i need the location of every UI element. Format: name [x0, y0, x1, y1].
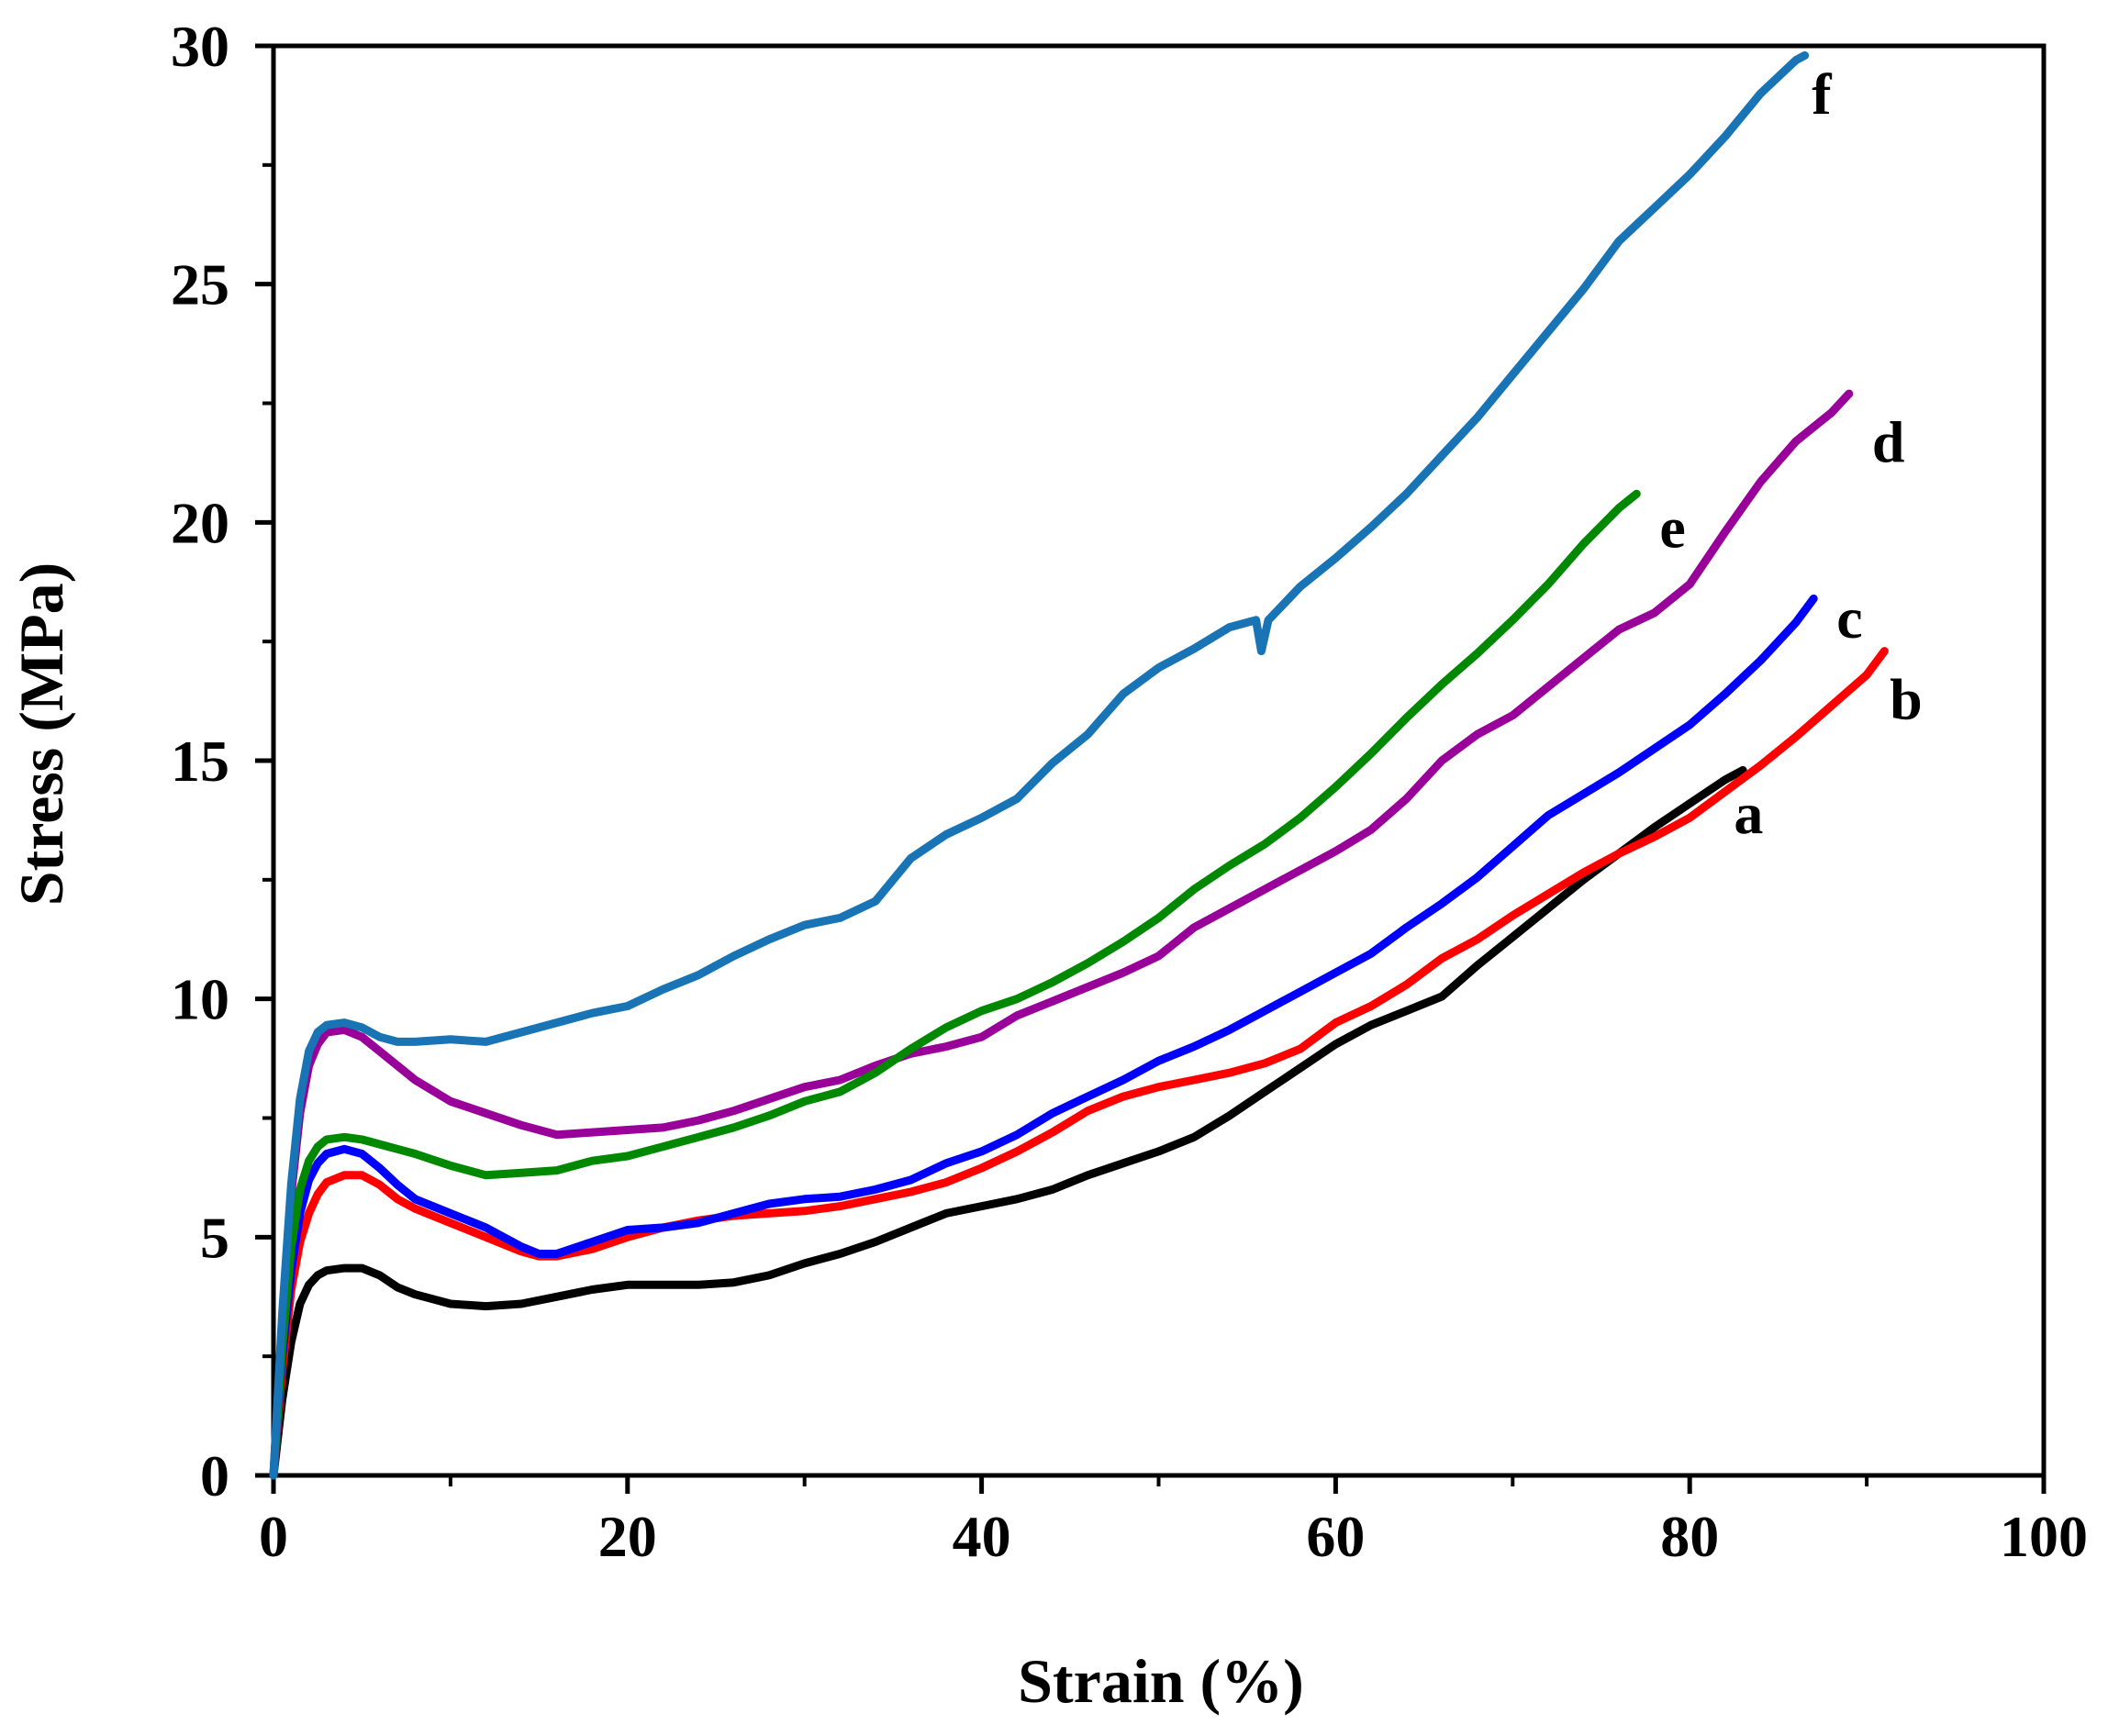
x-tick-label: 60 — [1306, 1504, 1365, 1569]
x-tick-label: 40 — [953, 1504, 1011, 1569]
series-line-e — [269, 489, 1641, 1480]
y-tick-label: 0 — [200, 1443, 229, 1508]
plot-frame — [271, 43, 2047, 1478]
series-layer — [269, 50, 1889, 1480]
y-tick-label: 30 — [171, 14, 229, 79]
series-line-c — [269, 594, 1818, 1480]
series-line-f — [269, 50, 1810, 1480]
series-label-a: a — [1734, 781, 1763, 846]
series-label-b: b — [1890, 666, 1923, 731]
x-axis-title: Strain (%) — [1018, 1646, 1304, 1716]
series-label-e: e — [1659, 495, 1685, 561]
series-label-d: d — [1872, 409, 1905, 474]
series-line-b — [269, 647, 1889, 1480]
y-tick-label: 25 — [171, 252, 229, 317]
plot-border — [271, 43, 2047, 1478]
x-axis-ticks: 0 20 40 60 80 100 — [259, 1475, 2088, 1569]
series-labels: a bc d e f — [1659, 61, 1922, 846]
x-tick-label: 80 — [1660, 1504, 1719, 1569]
x-tick-label: 20 — [598, 1504, 657, 1569]
y-tick-label: 20 — [171, 490, 229, 555]
series-label-c: c — [1836, 585, 1862, 651]
x-tick-label: 100 — [2000, 1504, 2088, 1569]
y-axis-ticks: 0 5 10 15 20 25 30 — [171, 14, 273, 1508]
series-label-f: f — [1812, 61, 1832, 127]
series-line-d — [269, 389, 1854, 1480]
y-tick-label: 10 — [171, 967, 229, 1032]
y-axis-title: Stress (MPa) — [6, 562, 76, 907]
y-tick-label: 5 — [200, 1205, 229, 1270]
y-tick-label: 15 — [171, 729, 229, 794]
series-line-a — [269, 765, 1747, 1480]
x-tick-label: 0 — [259, 1504, 288, 1569]
